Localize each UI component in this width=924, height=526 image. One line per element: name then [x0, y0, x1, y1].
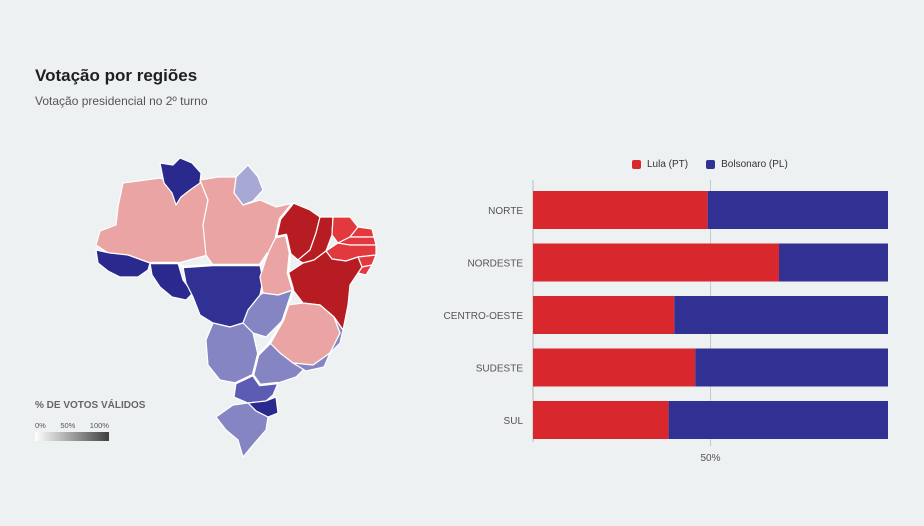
bar-centro-oeste-lula: [533, 296, 675, 334]
state-espirito-santo: [329, 316, 344, 354]
state-rio-de-janeiro: [292, 352, 331, 372]
bar-nordeste-lula: [533, 243, 780, 282]
bar-sudeste-bolsonaro: [695, 348, 888, 387]
stacked-bar-chart: NORTE NORDESTE CENTRO-OESTE SUDESTE SUL 50%: [444, 180, 888, 464]
chart-title: Votação por regiões: [35, 66, 198, 85]
region-border-north-centro-oeste: [150, 252, 270, 269]
state-roraima: [159, 157, 202, 206]
scale-tick-50: 50%: [60, 421, 76, 430]
legend-item-lula: Lula (PT): [632, 159, 688, 170]
bar-nordeste-bolsonaro: [779, 243, 888, 282]
legend-swatch-lula: [632, 160, 641, 169]
region-border-north-nordeste: [274, 202, 295, 291]
state-goias: [242, 289, 294, 338]
legend-label-lula: Lula (PT): [647, 159, 689, 170]
chart-subtitle: Votação presidencial no 2º turno: [35, 94, 208, 108]
category-label-sul: SUL: [504, 416, 524, 427]
bar-norte-bolsonaro: [707, 191, 888, 229]
color-scale-legend: % DE VOTOS VÁLIDOS 0% 50% 100%: [35, 400, 145, 441]
category-label-centro-oeste: CENTRO-OESTE: [444, 311, 524, 322]
x-tick-label-0: 50%: [700, 453, 720, 464]
state-mato-grosso-do-sul: [205, 322, 259, 384]
category-label-norte: NORTE: [488, 206, 523, 217]
bar-norte-lula: [533, 191, 708, 229]
brazil-states-map: [95, 157, 377, 458]
region-border-sudeste-sul: [235, 373, 279, 387]
bar-centro-oeste-bolsonaro: [674, 296, 888, 334]
scale-tick-100: 100%: [89, 421, 109, 430]
scale-gradient-bar: [35, 432, 109, 441]
bar-sul-lula: [533, 401, 669, 439]
legend-label-bolsonaro: Bolsonaro (PL): [721, 159, 788, 170]
state-amazonas: [95, 177, 209, 264]
category-label-sudeste: SUDESTE: [476, 364, 524, 375]
scale-title: % DE VOTOS VÁLIDOS: [35, 400, 146, 411]
scale-ticks: 0% 50% 100%: [35, 421, 109, 430]
state-rio-grande-do-sul: [215, 402, 269, 458]
legend-item-bolsonaro: Bolsonaro (PL): [706, 159, 788, 170]
region-border-centro-oeste-sudeste: [251, 289, 295, 376]
legend-swatch-bolsonaro: [706, 160, 716, 169]
category-label-nordeste: NORDESTE: [467, 259, 523, 270]
bar-sul-bolsonaro: [668, 401, 888, 439]
bar-sudeste-lula: [533, 348, 696, 387]
chart-legend: Lula (PT) Bolsonaro (PL): [632, 159, 788, 170]
state-rondonia: [149, 262, 194, 301]
state-acre: [95, 249, 151, 278]
scale-tick-0: 0%: [35, 421, 46, 430]
